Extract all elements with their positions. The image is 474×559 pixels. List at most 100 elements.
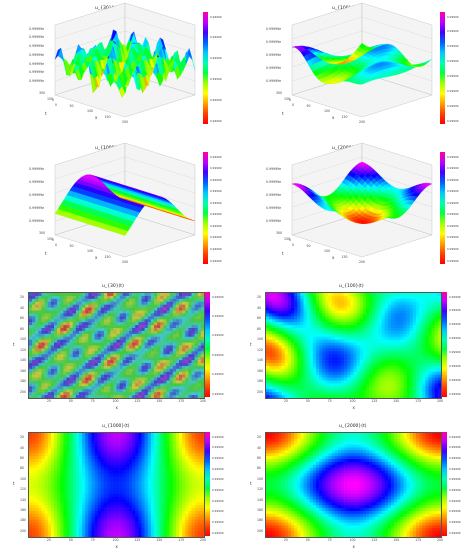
heatmap-cell (69, 395, 74, 398)
heatmap-cell (297, 313, 301, 317)
heatmap-cell (278, 345, 282, 349)
heatmap-cell (266, 351, 270, 355)
heatmap-cell (306, 345, 311, 349)
heatmap-cell (129, 345, 133, 349)
heatmap-cell (44, 325, 49, 329)
heatmap-cell (129, 336, 133, 340)
heatmap-cell (88, 333, 92, 338)
heatmap-cell (107, 365, 111, 370)
heatmap-cell (309, 374, 314, 378)
heatmap-cell (82, 319, 86, 323)
heatmap-cell (63, 371, 67, 375)
heatmap-cell (135, 377, 139, 381)
heatmap-cell (297, 328, 301, 332)
heatmap-cell (157, 357, 161, 361)
heatmap-cell (144, 319, 149, 323)
heatmap-cell (75, 354, 80, 358)
heatmap-cell (50, 383, 55, 387)
heatmap-cell (147, 319, 152, 323)
heatmap-cell (154, 392, 158, 396)
heatmap-cell (194, 298, 199, 303)
heatmap-cell (125, 357, 130, 361)
heatmap-cell (169, 377, 174, 381)
heatmap-cell (163, 310, 167, 314)
heatmap-cell (116, 330, 120, 335)
heatmap-cell (154, 380, 158, 384)
heatmap-cell (122, 386, 127, 390)
heatmap-cell (175, 368, 180, 373)
heatmap-cell (79, 374, 83, 378)
heatmap-cell (110, 354, 114, 358)
heatmap-cell (38, 371, 42, 375)
heatmap-cell (141, 348, 145, 352)
heatmap-cell (138, 365, 142, 370)
heatmap-cell (147, 345, 152, 349)
heatmap-cell (291, 386, 295, 390)
heatmap-cell (44, 368, 49, 373)
heatmap-cell (278, 339, 282, 343)
heatmap-cell (154, 310, 158, 314)
heatmap-cell (32, 328, 36, 332)
heatmap-cell (303, 363, 307, 367)
heatmap-cell (278, 365, 282, 370)
heatmap-cell (60, 351, 64, 355)
heatmap-cell (72, 295, 77, 300)
heatmap-cell (107, 374, 111, 378)
heatmap-cell (29, 374, 33, 378)
heatmap-cell (38, 325, 42, 329)
heatmap-cell (75, 316, 80, 320)
colorbar-tick-label: 0.99999 (210, 246, 222, 251)
heatmap-cell (188, 395, 192, 398)
colorbar-tick-label: 0.99999 (447, 103, 459, 108)
y-tick-label: 100 (324, 109, 331, 113)
heatmap-cell (303, 333, 307, 338)
heatmap-cell (35, 342, 39, 346)
heatmap-cell (72, 368, 77, 373)
heatmap-cell (63, 330, 67, 335)
heatmap-cell (182, 392, 186, 396)
heatmap-cell (275, 330, 279, 335)
heatmap-cell (82, 389, 86, 393)
colorbar-tick-label: 0.99999 (447, 258, 459, 263)
heatmap-cell (135, 339, 139, 343)
heatmap-cell (287, 395, 292, 398)
heatmap-cell (75, 357, 80, 361)
heatmap-cell (38, 392, 42, 396)
heatmap-cell (300, 336, 304, 340)
heatmap-cell (175, 363, 180, 367)
heatmap-cell (150, 392, 155, 396)
heatmap-cell (157, 319, 161, 323)
heatmap-cell (75, 322, 80, 326)
surface-plot-u100: u_{100}(t)0.99999e0.99999e0.99999e0.9999… (237, 0, 474, 140)
heatmap-cell (135, 330, 139, 335)
heatmap-cell (172, 374, 177, 378)
heatmap-cell (41, 333, 45, 338)
heatmap-cell (82, 301, 86, 305)
heatmap-cell (107, 316, 111, 320)
heatmap-cell (163, 298, 167, 303)
heatmap-cell (38, 295, 42, 300)
heatmap-cell (97, 322, 102, 326)
heatmap-cell (175, 333, 180, 338)
heatmap-cell (144, 301, 149, 305)
heatmap-cell (281, 316, 286, 320)
heatmap-cell (69, 301, 74, 305)
heatmap-cell (144, 313, 149, 317)
heatmap-cell (275, 348, 279, 352)
heatmap-cell (32, 389, 36, 393)
y-tick-label: 100 (87, 109, 94, 113)
heatmap-cell (122, 360, 127, 364)
heatmap-cell (57, 354, 61, 358)
heatmap-cell (169, 319, 174, 323)
heatmap-cell (72, 360, 77, 364)
heatmap-cell (179, 374, 183, 378)
heatmap-cell (175, 328, 180, 332)
y-tick-label: 0 (52, 238, 55, 242)
heatmap-cell (85, 377, 89, 381)
heatmap-cell (294, 339, 298, 343)
x-axis-label: t (45, 111, 47, 116)
heatmap-cell (182, 295, 186, 300)
heatmap-cell (188, 307, 192, 311)
heatmap-cell (110, 336, 114, 340)
heatmap-cell (97, 374, 102, 378)
